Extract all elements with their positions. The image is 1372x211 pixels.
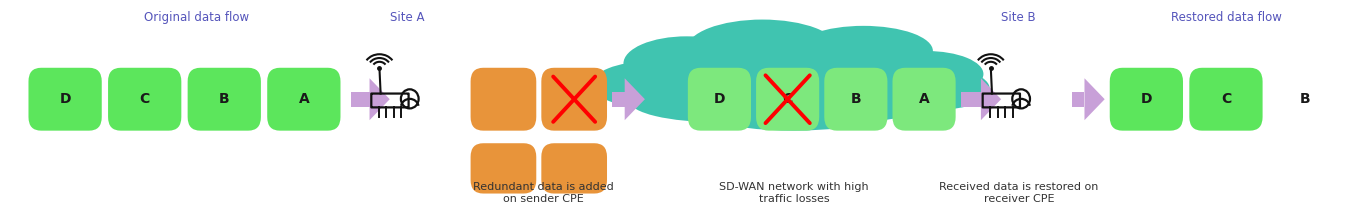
Polygon shape bbox=[369, 78, 390, 120]
Ellipse shape bbox=[794, 26, 933, 76]
Text: Site B: Site B bbox=[1002, 11, 1036, 24]
FancyBboxPatch shape bbox=[268, 68, 340, 131]
FancyBboxPatch shape bbox=[471, 68, 536, 131]
Polygon shape bbox=[960, 92, 981, 107]
Ellipse shape bbox=[870, 51, 984, 97]
Text: B: B bbox=[1301, 92, 1310, 106]
Ellipse shape bbox=[591, 61, 705, 108]
Text: D: D bbox=[713, 92, 726, 106]
Text: B: B bbox=[851, 92, 862, 106]
Text: C: C bbox=[782, 92, 793, 106]
Text: Site A: Site A bbox=[390, 11, 425, 24]
Ellipse shape bbox=[630, 80, 807, 122]
FancyBboxPatch shape bbox=[1110, 68, 1183, 131]
FancyBboxPatch shape bbox=[1190, 68, 1262, 131]
Text: A: A bbox=[299, 92, 309, 106]
FancyBboxPatch shape bbox=[892, 68, 956, 131]
Text: D: D bbox=[1140, 92, 1152, 106]
Ellipse shape bbox=[756, 80, 933, 122]
Text: D: D bbox=[59, 92, 71, 106]
Polygon shape bbox=[624, 78, 645, 120]
Polygon shape bbox=[612, 92, 624, 107]
Text: C: C bbox=[140, 92, 150, 106]
Ellipse shape bbox=[668, 55, 921, 131]
FancyBboxPatch shape bbox=[825, 68, 888, 131]
Text: B: B bbox=[220, 92, 229, 106]
Text: Restored data flow: Restored data flow bbox=[1170, 11, 1281, 24]
Text: Received data is restored on
receiver CPE: Received data is restored on receiver CP… bbox=[938, 183, 1099, 204]
FancyBboxPatch shape bbox=[108, 68, 181, 131]
FancyBboxPatch shape bbox=[1269, 68, 1342, 131]
FancyBboxPatch shape bbox=[29, 68, 102, 131]
Polygon shape bbox=[981, 78, 1002, 120]
Ellipse shape bbox=[623, 36, 749, 91]
Text: SD-WAN network with high
traffic losses: SD-WAN network with high traffic losses bbox=[719, 183, 868, 204]
Ellipse shape bbox=[686, 20, 838, 78]
FancyBboxPatch shape bbox=[756, 68, 819, 131]
FancyBboxPatch shape bbox=[687, 68, 750, 131]
Text: Original data flow: Original data flow bbox=[144, 11, 250, 24]
Polygon shape bbox=[1072, 92, 1084, 107]
Text: C: C bbox=[1221, 92, 1231, 106]
Polygon shape bbox=[1084, 78, 1104, 120]
Polygon shape bbox=[351, 92, 369, 107]
Ellipse shape bbox=[889, 68, 989, 110]
FancyBboxPatch shape bbox=[542, 143, 606, 193]
FancyBboxPatch shape bbox=[471, 143, 536, 193]
FancyBboxPatch shape bbox=[1349, 68, 1372, 131]
FancyBboxPatch shape bbox=[188, 68, 261, 131]
Text: Redundant data is added
on sender CPE: Redundant data is added on sender CPE bbox=[473, 183, 615, 204]
Text: A: A bbox=[919, 92, 929, 106]
FancyBboxPatch shape bbox=[542, 68, 606, 131]
